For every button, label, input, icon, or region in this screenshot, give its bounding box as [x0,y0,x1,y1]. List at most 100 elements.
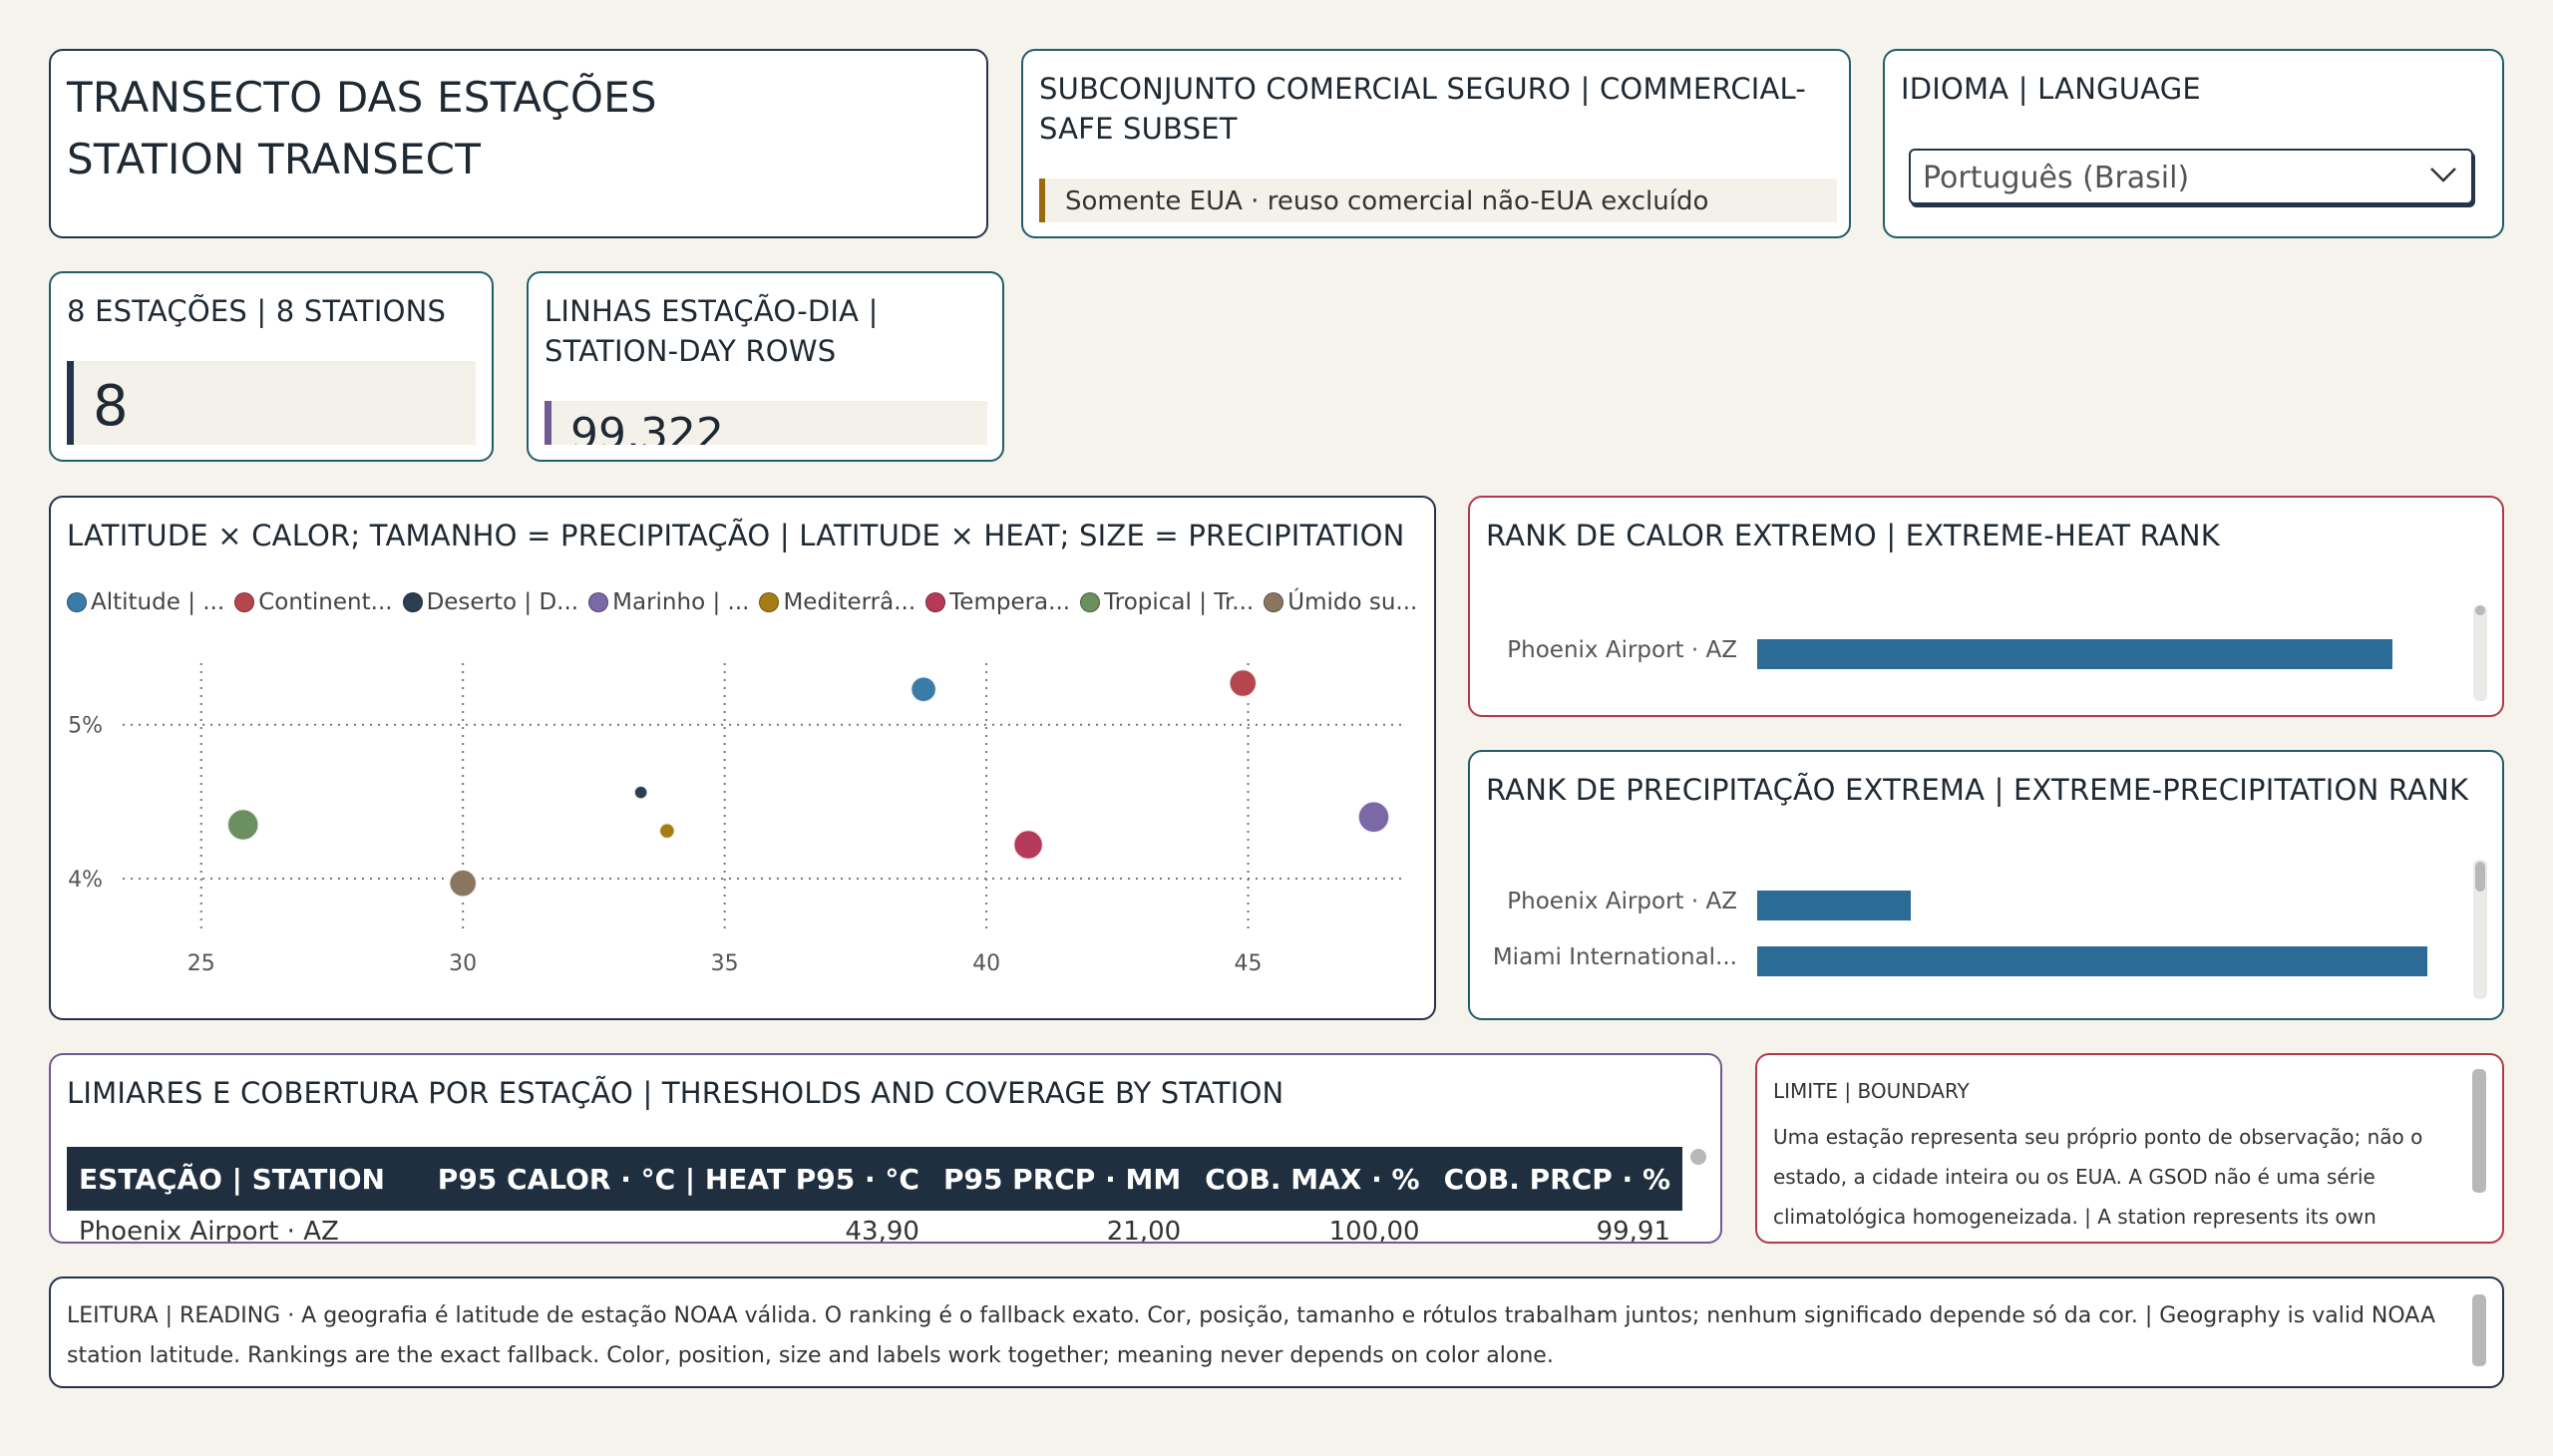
boundary-scrollbar[interactable] [2472,1069,2486,1193]
kpi-stations-card: 8 ESTAÇÕES | 8 STATIONS 8 [49,271,494,462]
kpi-rows-accent [545,401,551,445]
legend-item[interactable]: Mediterrâ... [759,589,915,615]
y-tick-label: 4% [68,868,103,893]
legend-label: Deserto | D... [426,589,579,615]
scatter-point[interactable] [657,821,677,841]
cell-heat-p95: 43,90 [845,1217,919,1244]
heat-rank-title: RANK DE CALOR EXTREMO | EXTREME-HEAT RAN… [1486,519,2220,552]
scatter-point[interactable] [447,868,479,899]
subset-title: SUBCONJUNTO COMERCIAL SEGURO | COMMERCIA… [1039,72,1807,146]
y-tick-label: 5% [68,714,103,739]
col-cov-prcp[interactable]: COB. PRCP · % [1431,1147,1682,1211]
thresholds-header-row: ESTAÇÃO | STATION P95 CALOR · °C | HEAT … [67,1147,1682,1211]
boundary-scroll-thumb[interactable] [2472,1069,2486,1193]
subset-note-accent [1039,179,1045,222]
scatter-point[interactable] [1228,667,1259,699]
thresholds-table: ESTAÇÃO | STATION P95 CALOR · °C | HEAT … [67,1147,1682,1244]
heat-rank-scroll-thumb[interactable] [2475,605,2485,615]
rank-bar[interactable] [1757,639,2392,669]
scatter-card: LATITUDE × CALOR; TAMANHO = PRECIPITAÇÃO… [49,496,1436,1020]
reading-card: LEITURA | READING · A geografia é latitu… [49,1276,2504,1388]
page-title: TRANSECTO DAS ESTAÇÕES STATION TRANSECT [67,67,657,190]
precip-rank-title: RANK DE PRECIPITAÇÃO EXTREMA | EXTREME-P… [1486,773,2469,807]
thresholds-scroll-dot[interactable] [1690,1149,1706,1165]
precip-rank-card: RANK DE PRECIPITAÇÃO EXTREMA | EXTREME-P… [1468,750,2504,1020]
rank-bar[interactable] [1757,946,2427,976]
legend-swatch [67,592,87,612]
heat-rank-card: RANK DE CALOR EXTREMO | EXTREME-HEAT RAN… [1468,496,2504,717]
reading-scroll-thumb[interactable] [2472,1294,2486,1366]
legend-item[interactable]: Marinho | ... [588,589,749,615]
scatter-point[interactable] [1011,828,1045,862]
legend-label: Tropical | Tr... [1104,589,1255,615]
col-cov-max[interactable]: COB. MAX · % [1193,1147,1432,1211]
legend-swatch [234,592,255,612]
reading-scrollbar[interactable] [2472,1294,2486,1366]
legend-swatch [925,592,946,612]
legend-label: Mediterrâ... [783,589,916,615]
cell-prcp-p95: 21,00 [1106,1217,1182,1244]
subset-note-text: Somente EUA · reuso comercial não-EUA ex… [1065,186,1709,216]
legend-swatch [1080,592,1101,612]
precip-rank-scroll-thumb[interactable] [2475,862,2485,892]
language-title: IDIOMA | LANGUAGE [1901,72,2201,106]
scatter-point[interactable] [1356,800,1391,835]
legend-swatch [402,592,423,612]
boundary-card: LIMITE | BOUNDARY Uma estação representa… [1755,1053,2504,1244]
legend-item[interactable]: Tropical | Tr... [1080,589,1254,615]
legend-swatch [1264,592,1284,612]
chevron-down-icon [2430,168,2456,182]
rank-bar[interactable] [1757,891,1911,920]
x-tick-label: 30 [449,951,477,976]
subset-note: Somente EUA · reuso comercial não-EUA ex… [1039,179,1837,222]
col-heat-p95[interactable]: P95 CALOR · °C | HEAT P95 · °C [425,1147,931,1211]
reading-text: LEITURA | READING · A geografia é latitu… [67,1303,2436,1368]
thresholds-title: LIMIARES E COBERTURA POR ESTAÇÃO | THRES… [67,1076,1284,1110]
col-prcp-p95[interactable]: P95 PRCP · MM [930,1147,1194,1211]
cell-cov-max: 100,00 [1328,1217,1420,1244]
x-tick-label: 40 [972,951,1000,976]
kpi-rows-box: 99.322 [545,401,987,445]
legend-label: Úmido su... [1287,589,1418,615]
legend-item[interactable]: Altitude | ... [67,589,224,615]
thresholds-card: LIMIARES E COBERTURA POR ESTAÇÃO | THRES… [49,1053,1722,1244]
subset-card: SUBCONJUNTO COMERCIAL SEGURO | COMMERCIA… [1021,49,1851,238]
heat-rank-scrollbar[interactable] [2473,605,2487,701]
legend-swatch [759,592,780,612]
kpi-rows-card: LINHAS ESTAÇÃO-DIA | STATION-DAY ROWS 99… [527,271,1004,462]
cell-cov-prcp: 99,91 [1596,1217,1670,1244]
x-tick-label: 25 [187,951,215,976]
cell-station: Phoenix Airport · AZ [79,1217,339,1244]
language-card: IDIOMA | LANGUAGE Português (Brasil) [1883,49,2504,238]
page-title-line1: TRANSECTO DAS ESTAÇÕES [67,73,657,122]
language-select[interactable]: Português (Brasil) [1909,149,2473,204]
legend-item[interactable]: Deserto | D... [402,589,579,615]
rank-label: Phoenix Airport · AZ [1507,889,1737,914]
kpi-stations-box: 8 [67,361,476,445]
legend-label: Tempera... [949,589,1071,615]
rank-label: Phoenix Airport · AZ [1507,637,1737,663]
kpi-rows-value: 99.322 [570,409,724,445]
col-station[interactable]: ESTAÇÃO | STATION [67,1147,426,1211]
scatter-point[interactable] [909,674,938,704]
x-tick-label: 45 [1235,951,1263,976]
kpi-rows-title: LINHAS ESTAÇÃO-DIA | STATION-DAY ROWS [545,294,879,368]
legend-label: Marinho | ... [612,589,750,615]
scatter-legend: Altitude | ... Continent... Deserto | D...… [67,589,1427,615]
x-tick-label: 35 [711,951,739,976]
table-row[interactable]: Phoenix Airport · AZ 43,90 21,00 100,00 … [67,1211,1682,1244]
kpi-stations-title: 8 ESTAÇÕES | 8 STATIONS [67,294,447,328]
language-selected-value: Português (Brasil) [1923,161,2190,195]
legend-item[interactable]: Úmido su... [1264,589,1417,615]
legend-label: Altitude | ... [91,589,225,615]
scatter-point[interactable] [632,784,649,801]
legend-label: Continent... [258,589,393,615]
boundary-heading: LIMITE | BOUNDARY [1773,1079,1970,1103]
legend-item[interactable]: Continent... [234,589,393,615]
precip-rank-scrollbar[interactable] [2473,860,2487,999]
legend-item[interactable]: Tempera... [925,589,1070,615]
rank-label: Miami International... [1492,944,1737,970]
title-card: TRANSECTO DAS ESTAÇÕES STATION TRANSECT [49,49,988,238]
scatter-point[interactable] [225,807,260,843]
legend-swatch [588,592,609,612]
